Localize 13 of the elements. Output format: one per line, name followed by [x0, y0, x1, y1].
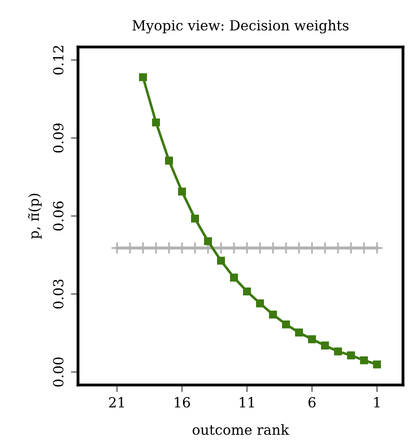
y-tick-label: 0.06: [53, 201, 64, 231]
x-tick-label: 21: [109, 397, 124, 408]
x-tick-label: 11: [240, 397, 254, 408]
y-axis-title: p, π̃(p): [28, 194, 42, 239]
y-tick-label: 0.12: [53, 46, 64, 75]
x-tick-label: 16: [174, 397, 190, 408]
y-tick-label: 0.03: [53, 280, 64, 309]
x-axis-title: outcome rank: [192, 424, 290, 435]
y-tick-label: 0.09: [53, 123, 64, 153]
chart-title: Myopic view: Decision weights: [132, 20, 348, 34]
x-tick-label: 6: [308, 397, 316, 408]
x-tick-label: 1: [374, 397, 380, 408]
y-tick-label: 0.00: [53, 357, 64, 387]
